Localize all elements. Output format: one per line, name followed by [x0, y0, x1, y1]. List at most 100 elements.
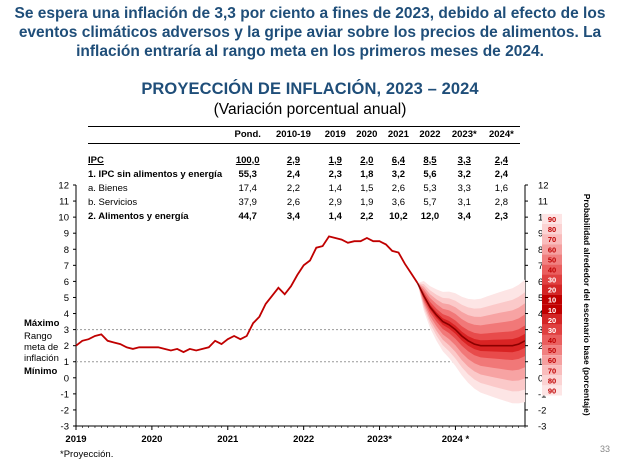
probability-cell — [542, 274, 562, 285]
y-tick-label-right: 2 — [538, 341, 543, 352]
page-number: 33 — [600, 444, 611, 454]
table-row: 2. Alimentos y energía 44,7 3,4 1,4 2,2 … — [88, 209, 520, 223]
table-cell: 1. IPC sin alimentos y energía — [88, 168, 223, 180]
table-header-cell: 2020 — [351, 126, 383, 144]
min-label: Mínimo — [24, 366, 58, 377]
y-tick-label-left: 6 — [64, 277, 69, 288]
historical-inflation-line — [75, 235, 419, 354]
table-cell: 6,4 — [391, 154, 405, 166]
probability-cell — [542, 334, 562, 346]
target-range-label-1: Rango — [24, 331, 52, 342]
probability-label: 60 — [548, 356, 556, 365]
probability-cell — [542, 213, 562, 225]
target-range-label-2: meta de — [24, 342, 59, 353]
y-tick-label-left: 8 — [64, 245, 69, 256]
table-cell: IPC — [88, 154, 104, 166]
y-tick-label-right: -2 — [538, 405, 546, 416]
probability-label: 70 — [548, 366, 556, 375]
y-tick-label-right: 0 — [538, 373, 543, 384]
y-tick-label-left: 7 — [64, 261, 69, 272]
table-cell: 2,4 — [494, 168, 509, 180]
y-tick-label-left: 9 — [64, 229, 69, 240]
table-cell: 5,7 — [423, 196, 437, 208]
chart-title: PROYECCIÓN DE INFLACIÓN, 2023 – 2024 — [141, 80, 479, 98]
table-cell: 2,0 — [360, 154, 374, 166]
table-cell: 2,6 — [391, 182, 405, 194]
y-tick-label-left: 12 — [58, 181, 69, 192]
y-tick-label-right: 1 — [538, 357, 543, 368]
probability-label: 30 — [548, 276, 556, 285]
probability-label: 80 — [548, 225, 556, 234]
probability-label: 20 — [548, 286, 556, 295]
table-cell: 3,2 — [457, 168, 471, 180]
footnote: *Proyección. — [60, 449, 114, 460]
table-row: 1. IPC sin alimentos y energía 55,3 2,4 … — [88, 167, 520, 181]
y-tick-label-right: 6 — [538, 277, 543, 288]
table-cell: 8,5 — [423, 154, 437, 166]
target-range-label-3: inflación — [24, 353, 59, 364]
table-cell: 2,4 — [286, 168, 301, 180]
probability-label: 70 — [548, 235, 556, 244]
table-cell: 3,3 — [457, 154, 471, 166]
probability-cell — [542, 254, 562, 265]
probability-cell — [542, 304, 562, 315]
y-tick-label-left: 3 — [64, 325, 69, 336]
y-tick-label-left: 11 — [59, 197, 69, 208]
y-tick-label-left: 0 — [64, 373, 69, 384]
x-tick-label: 2021 — [217, 434, 239, 445]
inflation-projection-chart: -3-3-2-2-1-10011223344556677889910101111… — [58, 181, 592, 446]
table-cell: 37,9 — [238, 196, 257, 208]
y-tick-label-right: 7 — [538, 261, 543, 272]
table-header-cell: 2022 — [414, 126, 446, 144]
probability-cell — [542, 284, 562, 295]
table-cell: 2,3 — [328, 168, 342, 180]
table-cell: 2. Alimentos y energía — [88, 210, 189, 222]
headline: Se espera una inflación de 3,3 por cient… — [14, 5, 606, 60]
y-tick-label-left: -1 — [61, 389, 69, 400]
table-header-cell — [88, 126, 228, 144]
right-axis-label: Probabilidad alrededor del escenario bas… — [582, 194, 592, 416]
y-tick-label-right: 4 — [538, 309, 543, 320]
table-cell: 2,9 — [286, 154, 301, 166]
table-cell: 2,6 — [286, 196, 301, 208]
table-cell: b. Servicios — [88, 196, 138, 208]
probability-label: 50 — [548, 346, 556, 355]
table-cell: 1,9 — [328, 154, 342, 166]
table-cell: 3,6 — [391, 196, 405, 208]
probability-cell — [542, 234, 562, 245]
table-cell: 2,2 — [286, 182, 301, 194]
table-cell: 2,8 — [494, 196, 509, 208]
table-cell: 1,4 — [328, 182, 342, 194]
table-cell: 3,1 — [457, 196, 471, 208]
table-row: b. Servicios 37,9 2,6 2,9 1,9 3,6 5,7 3,… — [88, 195, 520, 209]
y-tick-label-right: -3 — [538, 422, 546, 433]
table-cell: 17,4 — [238, 182, 257, 194]
table-header-cell: 2010-19 — [267, 126, 320, 144]
y-tick-label-left: 2 — [64, 341, 69, 352]
y-tick-label-right: 11 — [538, 197, 548, 208]
table-header-cell: 2023* — [445, 126, 483, 144]
y-tick-label-left: 4 — [64, 309, 69, 320]
table-cell: 10,2 — [389, 210, 408, 222]
x-tick-label: 2023* — [367, 434, 392, 445]
table-header-cell: Pond. — [228, 126, 268, 144]
table-cell: 1,5 — [360, 182, 374, 194]
probability-cell — [542, 314, 562, 325]
table-cell: 5,3 — [423, 182, 437, 194]
chart-subtitle: (Variación porcentual anual) — [213, 101, 407, 118]
max-label: Máximo — [24, 318, 60, 329]
y-tick-label-right: 5 — [538, 293, 543, 304]
probability-cell — [542, 375, 562, 386]
y-tick-label-left: -2 — [61, 405, 69, 416]
y-tick-label-left: 1 — [64, 357, 69, 368]
probability-cell — [542, 294, 562, 305]
probability-label: 20 — [548, 316, 556, 325]
probability-cell — [542, 264, 562, 275]
x-tick-label: 2022 — [293, 434, 314, 445]
probability-label: 90 — [548, 215, 556, 224]
y-tick-label-right: 3 — [538, 325, 543, 336]
probability-cell — [542, 324, 562, 335]
y-tick-label-left: -3 — [61, 422, 69, 433]
probability-label: 40 — [548, 336, 556, 345]
probability-label: 40 — [548, 265, 556, 274]
